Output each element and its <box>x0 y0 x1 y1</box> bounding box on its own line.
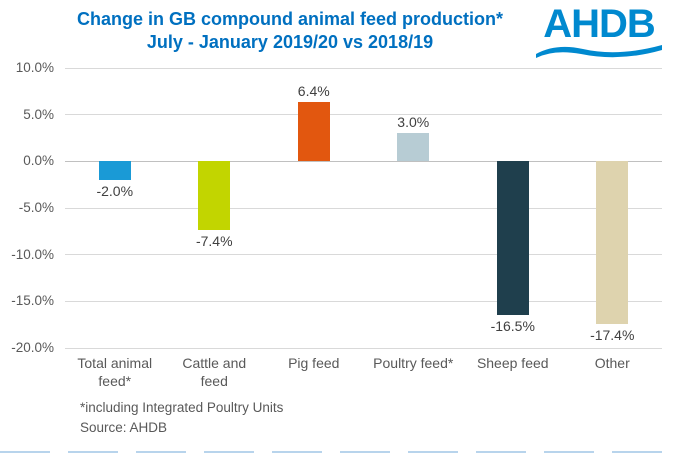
gridline <box>65 207 662 209</box>
plot-area: -2.0% -7.4% 6.4% 3.0% -16.5% -17.4% <box>65 67 662 349</box>
bar <box>496 161 529 316</box>
ahdb-wave-icon <box>536 45 662 58</box>
y-tick-label: -15.0% <box>11 293 54 309</box>
x-axis-labels: Total animal feed* Cattle and feed Pig fee… <box>65 354 662 390</box>
bar-value-label: -16.5% <box>490 318 535 335</box>
ahdb-logo: AHDB <box>533 4 665 62</box>
x-category-label: Cattle and feed <box>182 355 247 390</box>
bar-value-label: -7.4% <box>195 233 233 250</box>
y-tick-label: -10.0% <box>11 246 54 262</box>
y-tick-label: -20.0% <box>11 340 54 355</box>
bar <box>98 161 131 180</box>
zero-gridline <box>65 160 662 162</box>
x-category-label: Pig feed <box>288 355 340 371</box>
x-category-label: Other <box>594 355 630 371</box>
x-category-label: Sheep feed <box>476 355 549 371</box>
footnotes: *including Integrated Poultry Units Sour… <box>80 398 283 437</box>
chart-title-line2: July - January 2019/20 vs 2018/19 <box>146 31 434 52</box>
bar <box>397 133 430 162</box>
y-tick-label: -5.0% <box>18 200 54 215</box>
bar-value-label: -2.0% <box>96 183 134 199</box>
y-tick-label: 10.0% <box>15 60 54 75</box>
y-axis: 10.0% 5.0% 0.0% -5.0% -10.0% -15.0% -20.0% <box>0 60 60 355</box>
gridline <box>65 114 662 116</box>
bar-value-label: -17.4% <box>590 326 635 343</box>
ahdb-logo-text: AHDB <box>543 2 656 46</box>
bar <box>198 161 231 231</box>
bar-value-label: 6.4% <box>297 82 330 99</box>
y-tick-label: 5.0% <box>23 106 54 122</box>
bar <box>297 101 330 162</box>
x-category-label: Total animal feed* <box>77 355 153 390</box>
bar-value-label: 3.0% <box>397 114 430 131</box>
chart-title-line1: Change in GB compound animal feed produc… <box>76 9 503 29</box>
chart-title: Change in GB compound animal feed produc… <box>40 8 540 53</box>
x-category-label: Poultry feed* <box>373 355 454 371</box>
gridline <box>65 300 662 302</box>
bar <box>596 161 629 324</box>
gridline <box>65 67 662 69</box>
footnote-poultry-units: *including Integrated Poultry Units <box>80 400 284 415</box>
y-tick-label: 0.0% <box>23 153 54 169</box>
bottom-gridline-dashes <box>0 451 675 453</box>
gridline <box>65 254 662 256</box>
footnote-source: Source: AHDB <box>80 419 168 435</box>
gridline <box>65 347 662 349</box>
